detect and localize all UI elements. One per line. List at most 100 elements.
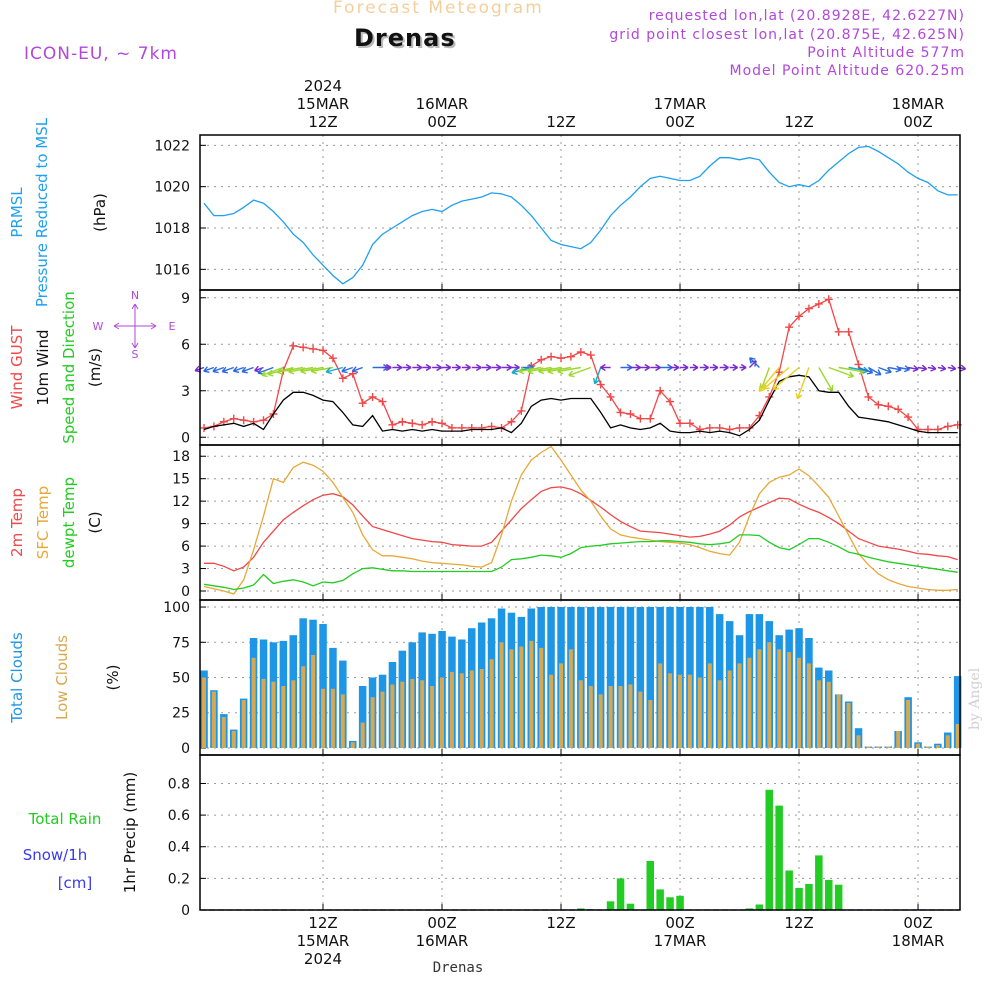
gust-marker xyxy=(666,397,675,406)
bottom-time-label: 16MAR xyxy=(416,932,469,950)
wind-arrow xyxy=(600,363,611,372)
wind-arrow xyxy=(501,363,513,372)
panel-frame xyxy=(199,754,961,911)
bar-low xyxy=(370,697,375,748)
bar-low xyxy=(816,680,821,748)
bar-low xyxy=(876,746,881,748)
wind-arrow xyxy=(729,363,739,372)
bottom-time-label: 12Z xyxy=(546,914,575,932)
y-axis-label: Pressure Reduced to MSL xyxy=(33,117,51,307)
bar-low xyxy=(360,722,365,748)
bar-low xyxy=(410,678,415,748)
bar-low xyxy=(449,671,454,748)
bar-low xyxy=(400,681,405,748)
y-axis-label: PRMSL xyxy=(8,187,26,238)
gust-marker xyxy=(596,380,605,389)
gust-marker xyxy=(705,423,714,432)
bar-low xyxy=(737,663,742,748)
bar-low xyxy=(678,674,682,748)
bar-rain xyxy=(666,897,674,910)
bar-low xyxy=(806,663,811,748)
y-tick-label: 1020 xyxy=(154,180,190,196)
bar-total xyxy=(696,607,704,748)
panel-frame xyxy=(199,134,961,291)
bar-low xyxy=(916,743,920,748)
y-axis-label: 1hr Precip (mm) xyxy=(121,772,139,893)
location-title: Drenas xyxy=(354,24,456,52)
bar-low xyxy=(261,678,266,748)
bar-low xyxy=(856,735,861,748)
top-time-label: 16MAR xyxy=(416,95,469,113)
gust-marker xyxy=(319,346,328,355)
y-axis-label: (%) xyxy=(104,665,122,691)
wind-arrow xyxy=(593,367,602,385)
wind-arrow xyxy=(461,363,471,372)
top-time-label: 00Z xyxy=(427,113,456,131)
gust-marker xyxy=(626,410,635,418)
bar-rain xyxy=(606,901,615,910)
gust-marker xyxy=(914,425,923,434)
gust-marker xyxy=(795,312,804,321)
gust-marker xyxy=(685,419,694,428)
panel-clouds: 0 25 50 75 100 Total Clouds Low Clouds (%) xyxy=(8,599,962,757)
bar-low xyxy=(568,649,573,748)
compass-w: W xyxy=(93,320,104,333)
bar-low xyxy=(539,647,544,748)
bar-low xyxy=(321,688,325,748)
model-label: ICON-EU, ~ 7km xyxy=(24,44,178,64)
bar-low xyxy=(925,746,930,748)
footer-location: Drenas xyxy=(433,960,484,976)
gust-marker xyxy=(398,417,407,426)
wind-arrow xyxy=(412,363,423,372)
wind-arrow xyxy=(382,363,392,372)
bar-low xyxy=(519,646,524,748)
y-axis-label: Wind GUST xyxy=(8,325,26,410)
wind-arrow xyxy=(878,366,892,374)
wind-arrow xyxy=(917,364,928,372)
gust-marker xyxy=(358,399,367,408)
bar-rain xyxy=(785,870,793,910)
series-line-gust xyxy=(203,298,958,431)
gust-marker xyxy=(537,355,546,364)
bar-low xyxy=(281,686,286,748)
wind-arrow xyxy=(640,363,651,372)
wind-arrow xyxy=(898,365,911,373)
bar-low xyxy=(826,681,831,748)
bar-low xyxy=(906,700,911,748)
y-tick-label: 0.4 xyxy=(168,840,190,856)
series-line-t2m xyxy=(204,486,958,572)
gust-marker xyxy=(229,414,238,423)
bar-low xyxy=(340,694,345,748)
y-tick-label: 9 xyxy=(181,517,190,533)
y-tick-label: 9 xyxy=(181,291,190,307)
bar-low xyxy=(301,666,306,748)
gust-marker xyxy=(864,392,873,401)
bar-total xyxy=(626,607,635,748)
series-line-wind10m xyxy=(203,374,958,437)
bar-low xyxy=(241,700,246,748)
gust-marker xyxy=(388,420,397,429)
top-time-label: 2024 xyxy=(304,77,342,95)
wind-arrow xyxy=(491,363,502,372)
top-time-label: 00Z xyxy=(903,113,932,131)
bottom-time-label: 00Z xyxy=(665,914,694,932)
y-tick-label: 0 xyxy=(181,430,190,446)
wind-arrow xyxy=(341,366,354,374)
bar-low xyxy=(231,731,236,748)
bar-low xyxy=(648,700,653,748)
top-time-label: 17MAR xyxy=(654,95,707,113)
wind-arrow xyxy=(709,363,719,372)
gust-marker xyxy=(418,420,427,429)
y-tick-label: 1016 xyxy=(154,262,190,278)
wind-arrow xyxy=(957,364,967,372)
bar-low xyxy=(479,669,484,748)
gust-marker xyxy=(735,423,744,432)
gust-marker xyxy=(289,341,298,350)
y-tick-label: 3 xyxy=(181,384,190,400)
bar-low xyxy=(499,642,504,748)
bar-low xyxy=(707,663,712,748)
gust-marker xyxy=(656,386,665,395)
bar-total xyxy=(953,676,962,748)
bar-low xyxy=(747,657,752,748)
